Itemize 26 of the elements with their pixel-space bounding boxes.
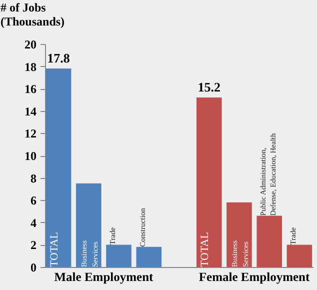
y-tick-label: 2 xyxy=(30,238,36,252)
bar xyxy=(256,216,282,267)
y-tick-label: 10 xyxy=(24,149,36,163)
bar xyxy=(106,244,132,267)
y-tick-label: 18 xyxy=(24,60,36,74)
x-tick-label: TOTAL xyxy=(48,232,61,267)
y-tick-label: 14 xyxy=(24,104,36,118)
data-label: 15.2 xyxy=(198,80,220,95)
data-label: 17.8 xyxy=(47,50,70,66)
y-tick-label: 12 xyxy=(24,126,36,141)
bar xyxy=(46,68,72,267)
text: Male Employment xyxy=(54,270,154,284)
bar xyxy=(286,244,312,267)
y-axis-title: # of Jobs (Thousands) xyxy=(0,0,65,28)
y-tick-label: 0 xyxy=(30,260,36,274)
y-tick-label: 6 xyxy=(30,194,36,208)
bar xyxy=(136,246,162,267)
text: Female Employment xyxy=(198,270,310,284)
bar xyxy=(226,202,252,267)
y-tick-label: 4 xyxy=(30,216,36,230)
y-tick-label: 16 xyxy=(24,82,36,96)
y-tick-label: 20 xyxy=(24,38,36,52)
y-tick-label: 8 xyxy=(30,171,36,186)
bar xyxy=(196,98,222,267)
bar xyxy=(76,183,102,267)
x-tick-label: TOTAL xyxy=(199,232,212,267)
